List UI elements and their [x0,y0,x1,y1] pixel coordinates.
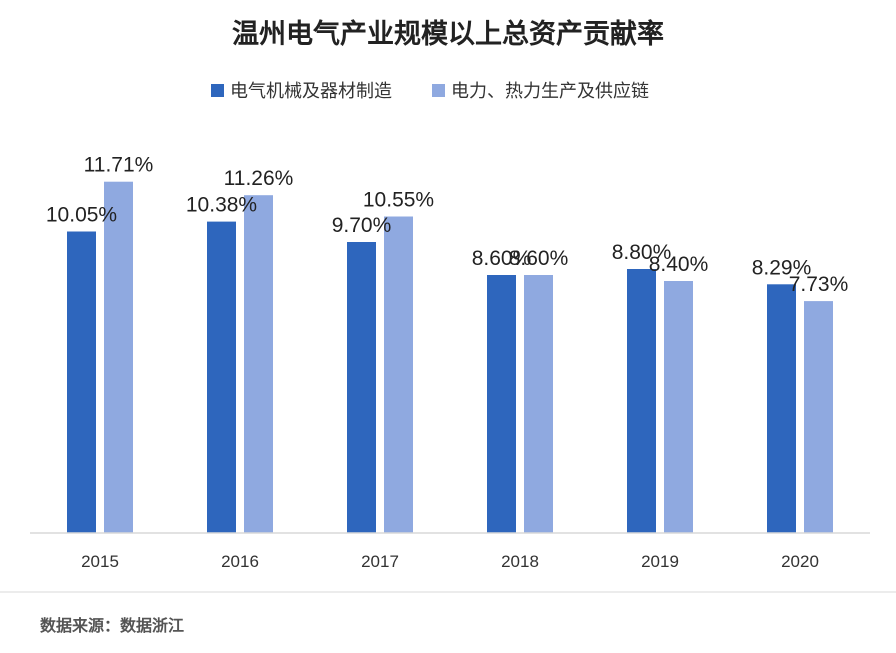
data-label-electrical-machinery-2016: 10.38% [186,194,257,217]
bar-electrical-machinery-2016 [207,221,236,533]
bar-power-heat-supply-2016 [244,195,273,533]
chart-title: 温州电气产业规模以上总资产贡献率 [232,18,664,50]
data-label-electrical-machinery-2017: 9.70% [332,214,392,237]
data-label-electrical-machinery-2019: 8.80% [612,241,672,264]
bar-electrical-machinery-2015 [67,231,96,533]
data-label-electrical-machinery-2015: 10.05% [46,204,117,227]
data-label-electrical-machinery-2018: 8.60% [472,247,532,270]
bar-power-heat-supply-2018 [524,275,553,533]
x-axis-tick-labels: 2015 2016 2017 2018 2019 2020 [81,552,819,571]
data-label-power-heat-supply-2020: 7.73% [789,273,849,296]
legend-label-electrical-machinery: 电气机械及器材制造 [230,81,392,102]
legend: 电气机械及器材制造 电力、热力生产及供应链 [211,81,649,102]
bar-electrical-machinery-2017 [347,242,376,533]
source-note: 数据来源：数据浙江 [40,616,184,635]
bar-electrical-machinery-2018 [487,275,516,533]
bar-power-heat-supply-2019 [664,281,693,533]
bar-power-heat-supply-2015 [104,181,133,533]
data-labels: 10.05% 11.71% 10.38% 11.26% 9.70%10.55% 8.60%… [46,154,848,296]
x-tick-label-2016: 2016 [221,552,259,571]
legend-label-power-heat-supply: 电力、热力生产及供应链 [451,81,649,102]
data-label-power-heat-supply-2015: 11.71% [84,154,154,177]
legend-swatch-electrical-machinery [211,84,224,97]
legend-swatch-power-heat-supply [432,84,445,97]
x-tick-label-2015: 2015 [81,552,119,571]
data-label-power-heat-supply-2018: 8.60% [509,247,569,270]
x-tick-label-2018: 2018 [501,552,539,571]
bar-power-heat-supply-2017 [384,216,413,533]
bar-electrical-machinery-2019 [627,269,656,533]
data-label-electrical-machinery-2020: 8.29% [752,256,812,279]
data-label-power-heat-supply-2016: 11.26% [224,167,294,190]
data-label-power-heat-supply-2017: 10.55% [363,189,434,212]
x-tick-label-2019: 2019 [641,552,679,571]
bar-power-heat-supply-2020 [804,301,833,533]
x-tick-label-2020: 2020 [781,552,819,571]
data-label-power-heat-supply-2019: 8.40% [649,253,709,276]
bar-electrical-machinery-2020 [767,284,796,533]
x-tick-label-2017: 2017 [361,552,399,571]
bars [67,181,833,533]
